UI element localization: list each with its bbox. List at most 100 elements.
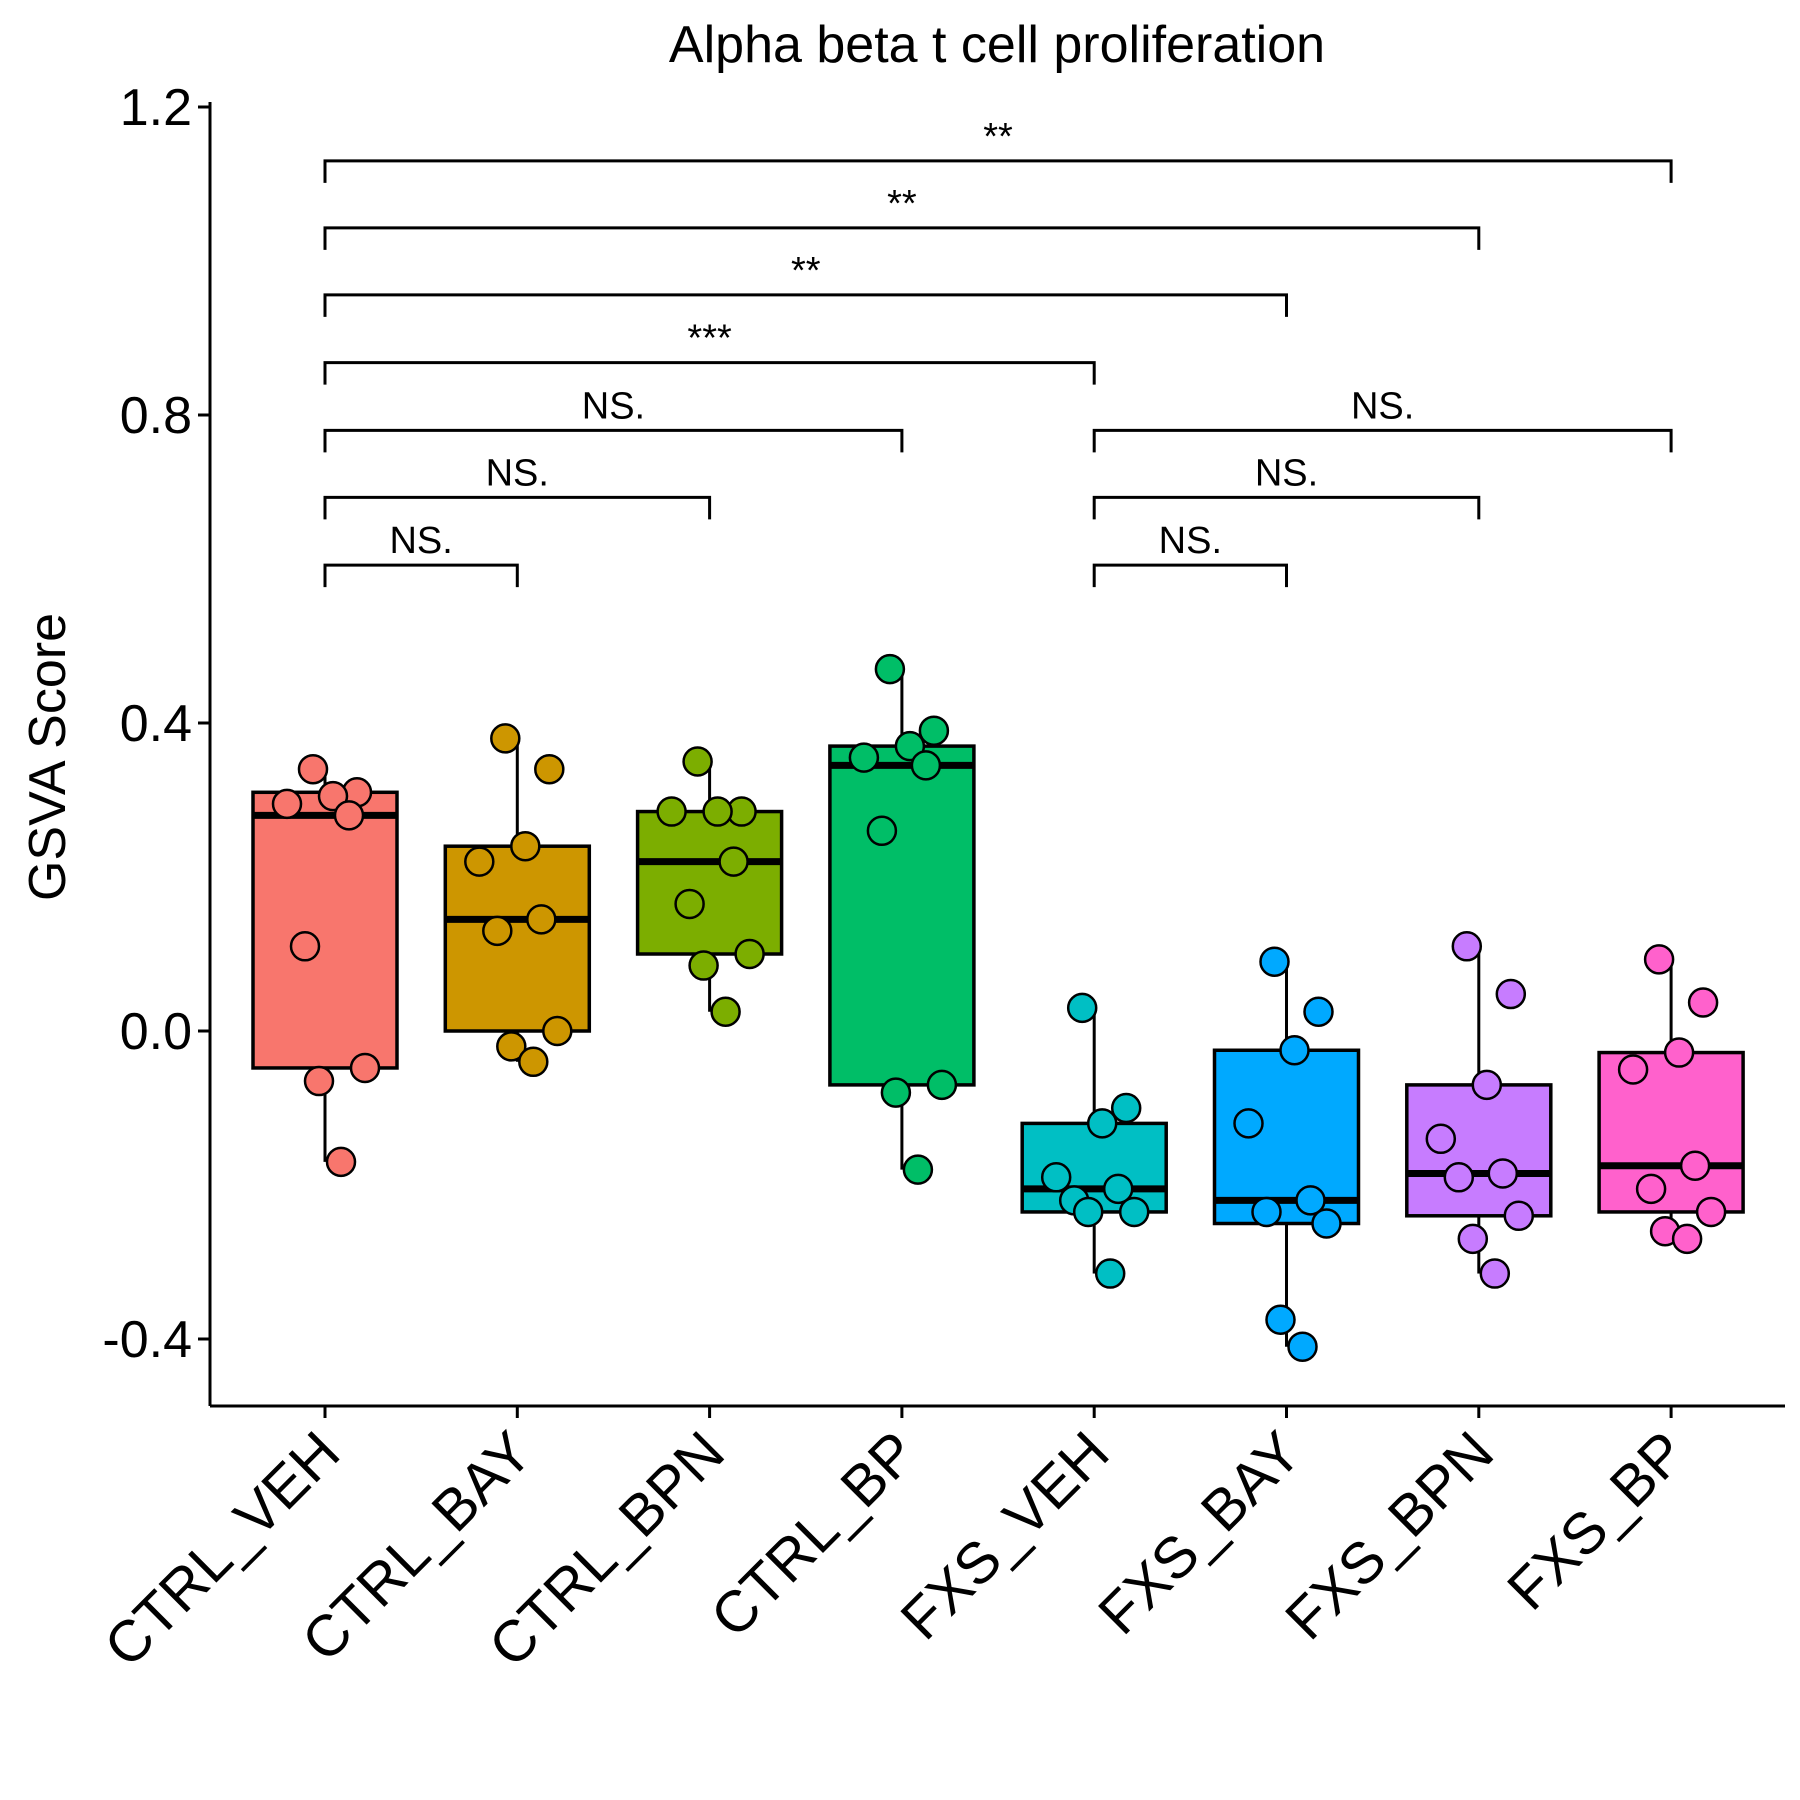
data-point — [297, 753, 329, 785]
box-ctrl_bay — [443, 844, 592, 1033]
x-tick-label: FXS_BPN — [1273, 1419, 1506, 1652]
significance-label: NS. — [486, 452, 549, 494]
significance-label: NS. — [1351, 385, 1414, 427]
data-point — [1425, 1123, 1457, 1155]
data-point — [333, 800, 365, 831]
data-point — [918, 715, 950, 746]
data-point — [1251, 1196, 1282, 1228]
y-tick-label: 0.8 — [120, 387, 192, 445]
significance-bracket — [323, 293, 1288, 317]
significance-label: NS. — [1255, 452, 1318, 494]
data-point — [526, 904, 557, 935]
data-point — [1086, 1108, 1118, 1139]
significance-label: ** — [887, 183, 917, 225]
data-point — [1295, 1185, 1326, 1216]
data-point — [271, 788, 303, 820]
significance-bracket — [323, 428, 904, 453]
significance-bracket — [1092, 495, 1481, 520]
data-point — [1479, 1258, 1511, 1289]
box-fxs_bpn — [1405, 1083, 1553, 1218]
data-point — [688, 950, 719, 981]
significance-label: ** — [791, 250, 821, 292]
data-point — [848, 742, 880, 773]
data-point — [874, 653, 906, 685]
data-point — [325, 1146, 357, 1178]
data-point — [1233, 1108, 1264, 1139]
data-point — [534, 753, 565, 785]
data-point — [1259, 946, 1290, 977]
box-ctrl_veh — [251, 790, 399, 1070]
data-point — [1443, 1162, 1475, 1193]
y-tick-label: 1.2 — [120, 79, 192, 137]
significance-label: NS. — [582, 385, 645, 427]
data-point — [289, 931, 321, 962]
data-point — [1663, 1037, 1695, 1068]
data-point — [490, 723, 521, 754]
data-point — [482, 915, 513, 947]
y-tick-label: 0.4 — [120, 695, 192, 753]
data-point — [518, 1046, 549, 1078]
significance-bracket — [323, 159, 1673, 183]
significance-bracket — [323, 361, 1096, 385]
plot-area: -0.40.00.40.81.2CTRL_VEHCTRL_BAYCTRL_BPN… — [92, 79, 1785, 1679]
data-point — [880, 1077, 912, 1108]
data-point — [1687, 987, 1719, 1018]
data-point — [1643, 944, 1675, 975]
data-point — [1451, 931, 1483, 962]
x-tick-label: FXS_VEH — [889, 1419, 1122, 1652]
x-tick-label: FXS_BP — [1495, 1419, 1698, 1622]
significance-bracket — [1092, 563, 1288, 588]
significance-label: NS. — [1159, 520, 1222, 562]
data-point — [1094, 1258, 1126, 1289]
data-point — [1487, 1158, 1519, 1189]
data-point — [349, 1052, 381, 1084]
data-point — [926, 1069, 958, 1101]
data-point — [866, 815, 898, 847]
data-point — [1040, 1162, 1072, 1193]
data-point — [1303, 996, 1334, 1027]
data-point — [674, 888, 705, 920]
data-point — [682, 746, 713, 777]
box-ctrl_bpn — [635, 809, 784, 956]
data-point — [1110, 1092, 1142, 1124]
data-point — [496, 1031, 527, 1062]
data-point — [656, 796, 687, 827]
data-point — [902, 1154, 934, 1185]
data-point — [1311, 1208, 1342, 1239]
significance-bracket — [1092, 428, 1673, 453]
data-point — [1265, 1304, 1296, 1335]
data-point — [1695, 1196, 1727, 1228]
data-point — [464, 846, 495, 877]
data-point — [1495, 978, 1527, 1010]
chart-title: Alpha beta t cell proliferation — [669, 16, 1325, 74]
y-tick-label: 0.0 — [120, 1003, 192, 1061]
data-point — [734, 938, 765, 970]
significance-bracket — [323, 495, 712, 520]
data-point — [1635, 1173, 1667, 1205]
data-point — [1671, 1223, 1703, 1255]
data-point — [718, 846, 749, 877]
significance-label: *** — [687, 318, 732, 360]
data-point — [710, 996, 741, 1027]
significance-bracket — [323, 226, 1481, 250]
significance-label: NS. — [389, 520, 452, 562]
data-point — [1617, 1054, 1649, 1085]
data-point — [702, 796, 733, 827]
box-ctrl_bp — [828, 744, 976, 1087]
data-point — [1072, 1196, 1104, 1228]
data-point — [542, 1015, 573, 1047]
data-point — [1066, 992, 1098, 1024]
data-point — [1118, 1196, 1150, 1228]
data-point — [303, 1065, 335, 1097]
data-point — [510, 830, 541, 862]
y-tick-label: -0.4 — [102, 1311, 192, 1369]
data-point — [1287, 1331, 1318, 1362]
data-point — [1679, 1150, 1711, 1181]
data-point — [1471, 1069, 1503, 1101]
data-point — [910, 750, 942, 781]
significance-bracket — [323, 563, 519, 588]
data-point — [1102, 1173, 1134, 1205]
data-point — [1503, 1200, 1535, 1232]
